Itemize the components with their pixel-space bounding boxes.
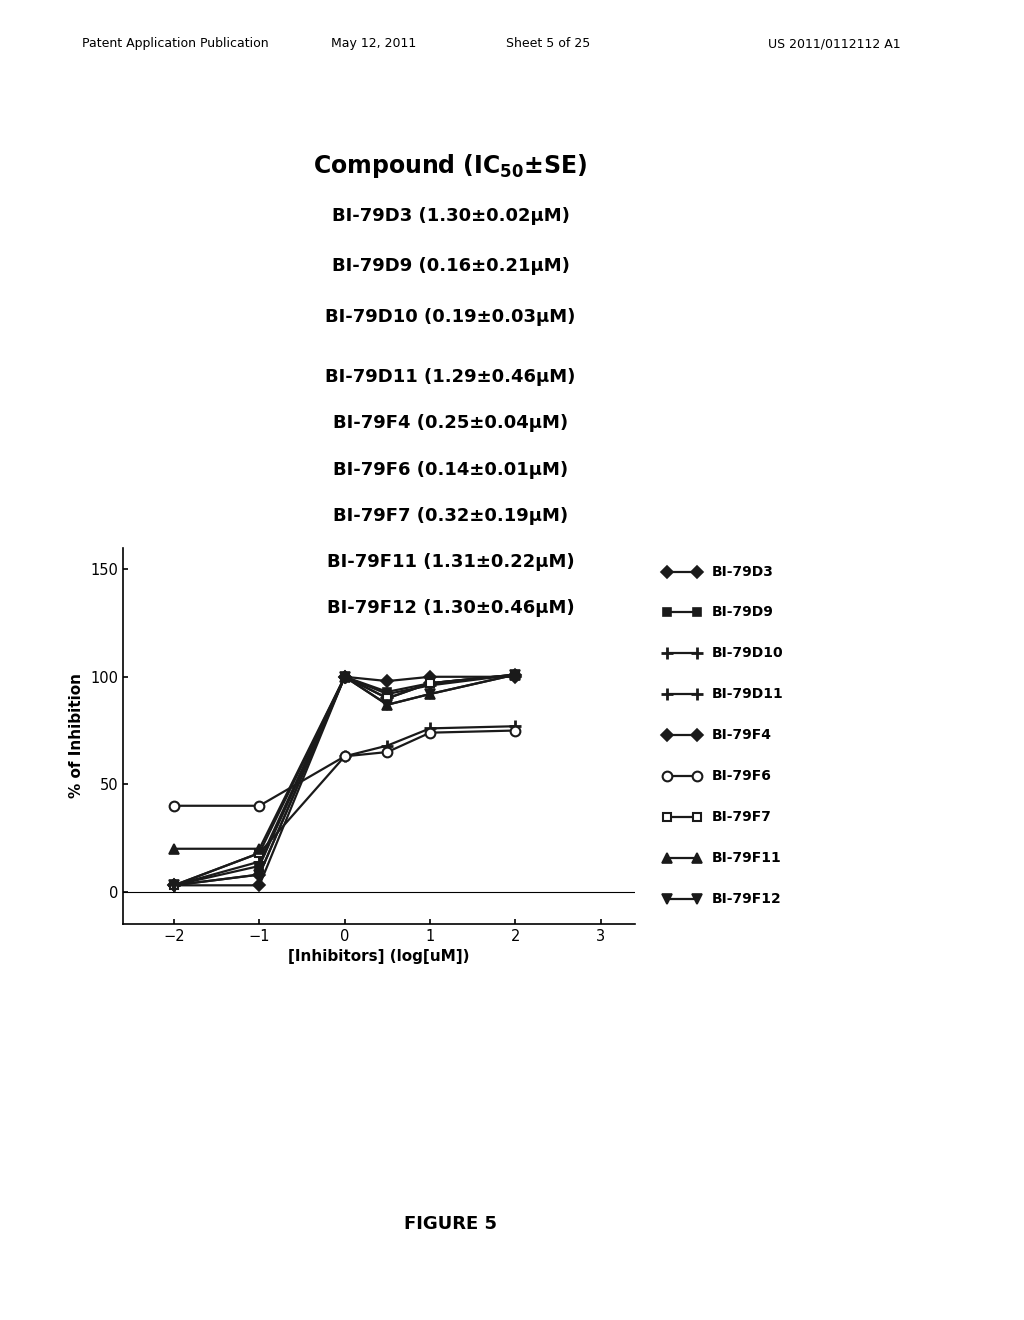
Text: US 2011/0112112 A1: US 2011/0112112 A1	[768, 37, 901, 50]
Text: BI-79F12 (1.30±0.46μM): BI-79F12 (1.30±0.46μM)	[327, 599, 574, 618]
Text: Patent Application Publication: Patent Application Publication	[82, 37, 268, 50]
Text: BI-79F4 (0.25±0.04μM): BI-79F4 (0.25±0.04μM)	[333, 414, 568, 433]
Text: BI-79F7 (0.32±0.19μM): BI-79F7 (0.32±0.19μM)	[333, 507, 568, 525]
Text: BI-79F6 (0.14±0.01μM): BI-79F6 (0.14±0.01μM)	[333, 461, 568, 479]
Text: BI-79F11: BI-79F11	[712, 851, 781, 865]
Text: BI-79D11 (1.29±0.46μM): BI-79D11 (1.29±0.46μM)	[326, 368, 575, 387]
X-axis label: [Inhibitors] (log[uM]): [Inhibitors] (log[uM])	[288, 949, 470, 965]
Y-axis label: % of Inhibition: % of Inhibition	[70, 673, 84, 799]
Text: BI-79D3: BI-79D3	[712, 565, 773, 578]
Text: BI-79D11: BI-79D11	[712, 688, 783, 701]
Text: BI-79F7: BI-79F7	[712, 810, 771, 824]
Text: FIGURE 5: FIGURE 5	[404, 1214, 497, 1233]
Text: BI-79D3 (1.30±0.02μM): BI-79D3 (1.30±0.02μM)	[332, 207, 569, 226]
Text: BI-79D9: BI-79D9	[712, 606, 773, 619]
Text: BI-79F4: BI-79F4	[712, 729, 772, 742]
Text: BI-79D10: BI-79D10	[712, 647, 783, 660]
Text: BI-79D9 (0.16±0.21μM): BI-79D9 (0.16±0.21μM)	[332, 257, 569, 276]
Text: BI-79F12: BI-79F12	[712, 892, 781, 906]
Text: Sheet 5 of 25: Sheet 5 of 25	[506, 37, 590, 50]
Text: May 12, 2011: May 12, 2011	[331, 37, 417, 50]
Text: $\mathbf{Compound\ (IC_{50}{\pm}SE)}$: $\mathbf{Compound\ (IC_{50}{\pm}SE)}$	[313, 152, 588, 180]
Text: BI-79F11 (1.31±0.22μM): BI-79F11 (1.31±0.22μM)	[327, 553, 574, 572]
Text: BI-79D10 (0.19±0.03μM): BI-79D10 (0.19±0.03μM)	[326, 308, 575, 326]
Text: BI-79F6: BI-79F6	[712, 770, 771, 783]
